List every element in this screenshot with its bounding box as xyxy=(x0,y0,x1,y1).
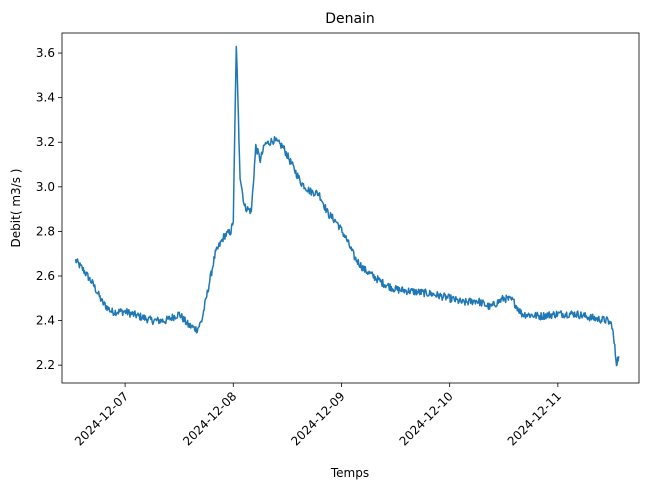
y-tick-label: 2.6 xyxy=(36,269,55,283)
x-tick-label: 2024-12-10 xyxy=(397,389,456,448)
x-axis-title: Temps xyxy=(330,466,369,480)
y-tick-label: 3.0 xyxy=(36,180,55,194)
y-axis: 2.2 2.4 2.6 2.8 3.0 3.2 3.4 3.6 xyxy=(36,46,62,372)
y-tick-label: 2.4 xyxy=(36,314,55,328)
plot-area xyxy=(61,32,640,384)
x-tick-label: 2024-12-09 xyxy=(288,389,347,448)
y-tick-label: 3.4 xyxy=(36,91,55,105)
x-tick-label: 2024-12-08 xyxy=(180,389,239,448)
y-tick-label: 2.8 xyxy=(36,224,55,238)
y-tick-label: 2.2 xyxy=(36,358,55,372)
y-tick-label: 3.6 xyxy=(36,46,55,60)
axes-frame xyxy=(61,32,640,384)
x-axis: 2024-12-07 2024-12-08 2024-12-09 2024-12-10… xyxy=(72,383,564,448)
y-tick-label: 3.2 xyxy=(36,135,55,149)
chart-title: Denain xyxy=(325,11,375,27)
y-axis-title: Debit( m3/s ) xyxy=(9,169,23,248)
series-line-0 xyxy=(74,45,620,367)
x-tick-label: 2024-12-07 xyxy=(72,389,131,448)
x-tick-label: 2024-12-11 xyxy=(505,389,564,448)
